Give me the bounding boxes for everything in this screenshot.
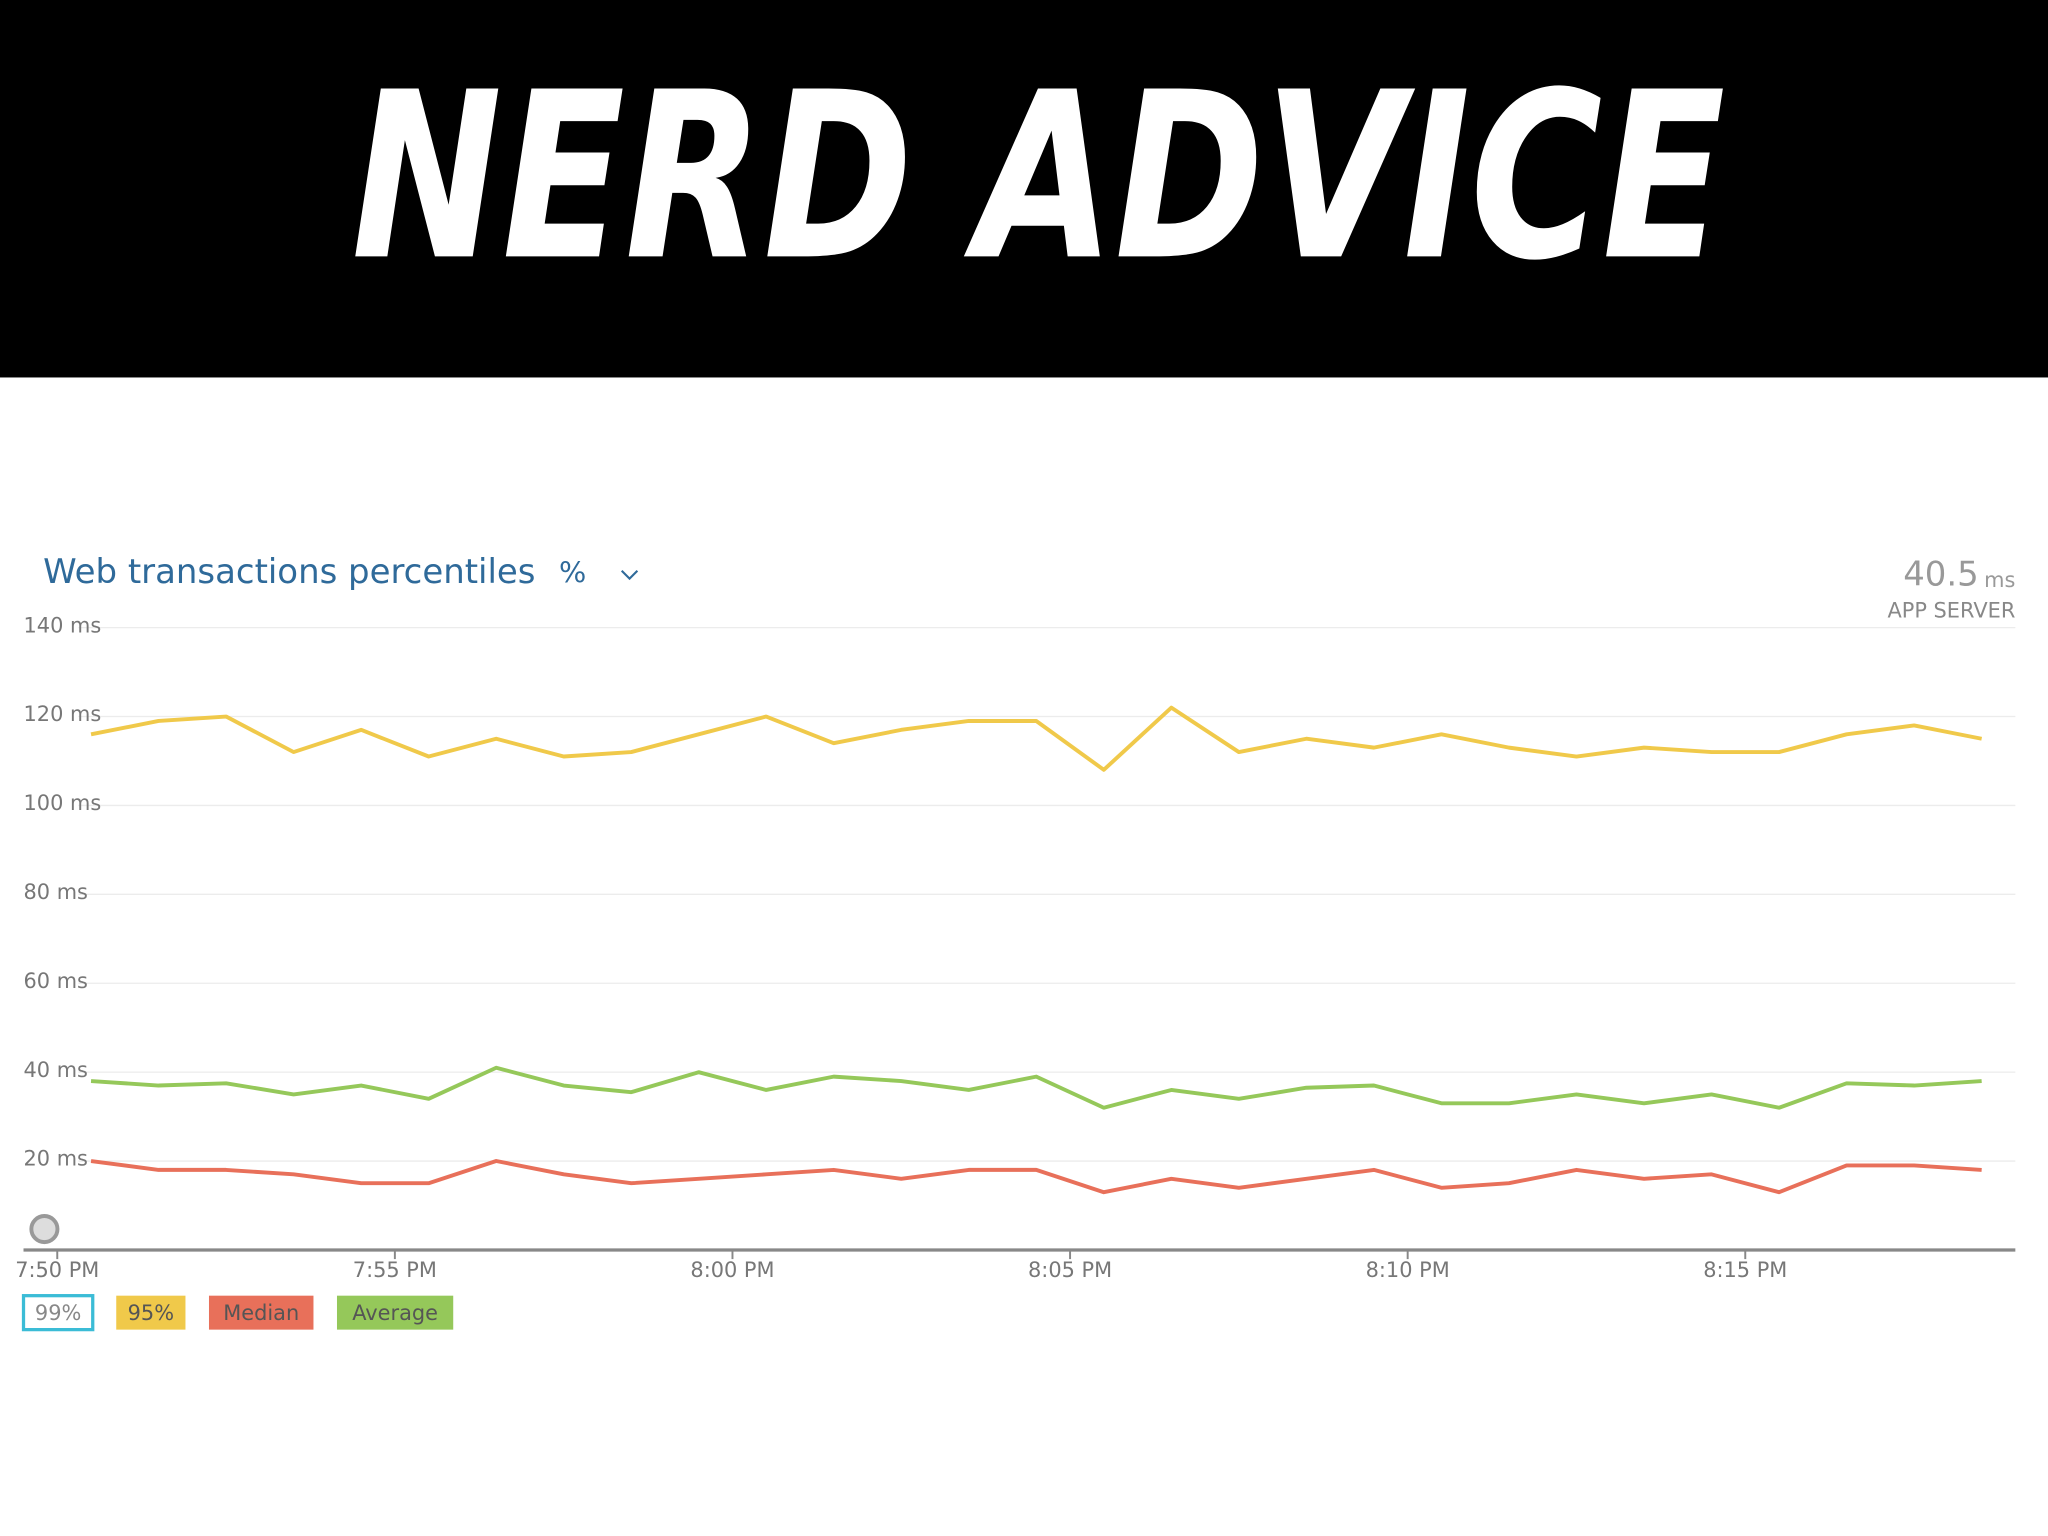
y-tick-label: 100 ms [24, 791, 102, 815]
unit-menu[interactable]: % [559, 556, 586, 590]
legend-swatch [208, 1295, 314, 1330]
x-tick-label: 8:10 PM [1366, 1258, 1450, 1282]
banner [0, 0, 2048, 378]
legend-label: Median [223, 1301, 299, 1325]
summary-unit: ms [1984, 568, 2015, 592]
x-tick-label: 8:15 PM [1703, 1258, 1787, 1282]
series-line [90, 705, 1983, 772]
y-tick-label: 60 ms [24, 969, 88, 993]
y-tick-label: 80 ms [24, 880, 88, 904]
y-tick-label: 20 ms [24, 1147, 88, 1171]
summary-value: 40.5 [1903, 555, 1979, 595]
y-tick-label: 140 ms [24, 613, 102, 637]
y-tick-label: 120 ms [24, 702, 102, 726]
series-line [90, 1159, 1982, 1195]
x-tick-label: 7:55 PM [353, 1258, 437, 1282]
y-tick-label: 40 ms [24, 1058, 88, 1082]
plot: 20 ms 40 ms 60 ms 80 ms 100 ms 120 ms 140 ms 7:… [15, 613, 2016, 1282]
toggle[interactable] [29, 1214, 60, 1245]
legend-label: 95% [128, 1301, 174, 1325]
dropdown-chevron[interactable] [620, 570, 639, 581]
legend-swatch [21, 1294, 95, 1332]
summary-label: APP SERVER [1887, 598, 2015, 622]
legend-label: Average [352, 1301, 438, 1325]
x-tick-label: 8:00 PM [690, 1258, 774, 1282]
chart-title: Web transactions percentiles [43, 552, 535, 592]
x-tick-label: 8:05 PM [1028, 1258, 1112, 1282]
legend-swatch [336, 1295, 454, 1330]
x-tick-label: 7:50 PM [15, 1258, 99, 1282]
banner-title: NERD ADVICE [351, 42, 1725, 311]
series-line [90, 1065, 1982, 1110]
legend-swatch [116, 1295, 186, 1330]
legend-label: 99% [35, 1301, 81, 1325]
